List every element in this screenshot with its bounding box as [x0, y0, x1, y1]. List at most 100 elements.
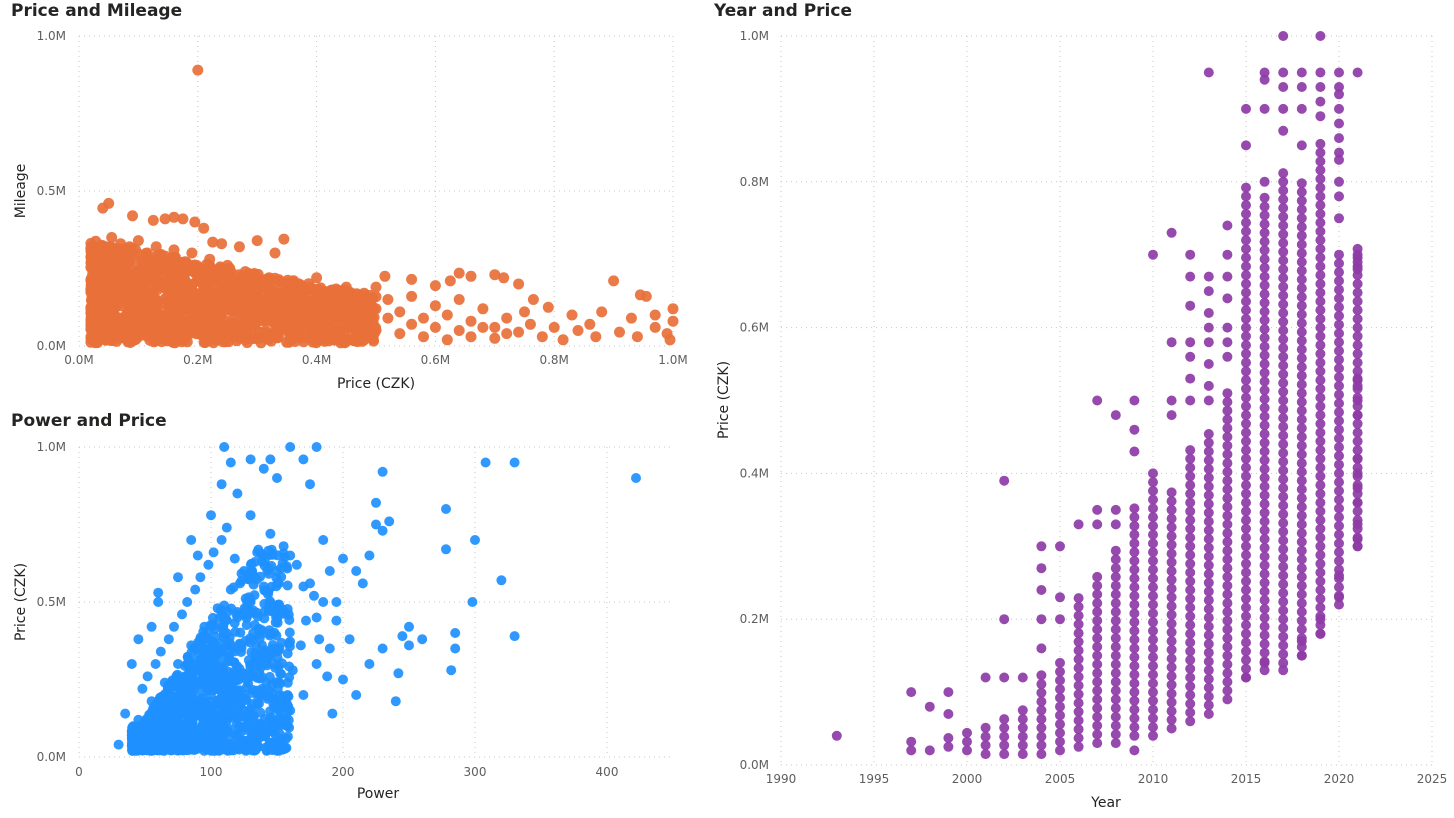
data-point	[377, 643, 388, 654]
power-price-y-axis-title: Price (CZK)	[13, 563, 29, 641]
data-point	[1092, 519, 1103, 530]
data-point	[1129, 446, 1140, 457]
data-point	[1110, 659, 1121, 670]
data-point	[1296, 353, 1307, 364]
data-point	[1073, 619, 1084, 630]
data-point	[1278, 631, 1289, 642]
data-point	[1185, 698, 1196, 709]
data-point	[1166, 539, 1177, 550]
data-point	[1259, 446, 1270, 457]
data-point	[218, 703, 228, 714]
data-point	[1241, 515, 1251, 526]
data-point	[1315, 111, 1326, 122]
data-point	[278, 541, 289, 552]
data-point	[1278, 456, 1289, 467]
data-point	[1185, 453, 1196, 464]
data-point	[1315, 270, 1326, 281]
data-point	[1222, 676, 1233, 687]
data-point	[1241, 252, 1251, 263]
data-point	[239, 266, 251, 278]
data-point	[124, 241, 135, 253]
data-point	[1259, 359, 1270, 369]
data-point	[1055, 666, 1065, 677]
data-point	[212, 603, 223, 614]
data-point	[1259, 560, 1270, 571]
x-tick-label: 1995	[859, 772, 890, 786]
data-point	[379, 270, 391, 282]
data-point	[1296, 466, 1307, 477]
price-mileage-points	[85, 64, 679, 349]
data-point	[221, 615, 232, 626]
data-point	[1334, 398, 1344, 409]
data-point	[250, 332, 262, 344]
data-point	[1203, 359, 1214, 369]
data-point	[85, 254, 97, 266]
data-point	[1315, 322, 1326, 333]
data-point	[1185, 611, 1196, 622]
data-point	[1073, 715, 1084, 726]
data-point	[1352, 410, 1363, 421]
data-point	[206, 510, 216, 521]
data-point	[324, 643, 335, 654]
data-point	[298, 690, 309, 700]
data-point	[1334, 538, 1344, 549]
data-point	[1315, 296, 1326, 307]
data-point	[153, 721, 164, 731]
data-point	[252, 720, 263, 731]
data-point	[233, 325, 245, 336]
data-point	[1315, 96, 1326, 107]
data-point	[192, 739, 203, 750]
data-point	[1259, 376, 1270, 387]
data-point	[1315, 217, 1326, 228]
data-point	[293, 306, 305, 318]
data-point	[1315, 375, 1326, 386]
data-point	[1278, 430, 1289, 441]
data-point	[215, 647, 226, 658]
data-point	[232, 488, 243, 499]
data-point	[1315, 567, 1326, 578]
x-tick-label: 0.6M	[421, 353, 450, 367]
data-point	[1296, 589, 1307, 600]
data-point	[1241, 313, 1251, 324]
data-point	[1129, 625, 1140, 636]
data-point	[1278, 334, 1289, 345]
data-point	[1148, 608, 1158, 619]
data-point	[1203, 499, 1214, 509]
data-point	[572, 325, 584, 336]
data-point	[371, 519, 381, 530]
data-point	[1241, 340, 1251, 351]
power-price-x-ticks: 0 100 200 300 400	[75, 765, 618, 779]
data-point	[1259, 103, 1270, 114]
data-point	[1185, 681, 1196, 692]
data-point	[121, 321, 132, 333]
data-point	[146, 621, 157, 632]
data-point	[596, 306, 608, 318]
data-point	[1222, 493, 1233, 504]
data-point	[231, 730, 242, 741]
data-point	[999, 722, 1010, 733]
data-point	[1036, 563, 1047, 574]
data-point	[1315, 523, 1326, 534]
data-point	[1296, 292, 1307, 302]
data-point	[1352, 534, 1363, 544]
data-point	[1203, 630, 1214, 641]
data-point	[1334, 147, 1344, 158]
data-point	[1259, 201, 1270, 212]
data-point	[1296, 327, 1307, 337]
data-point	[287, 278, 299, 290]
data-point	[1334, 485, 1344, 496]
data-point	[1334, 468, 1344, 479]
data-point	[1315, 331, 1326, 342]
data-point	[1296, 636, 1307, 647]
data-point	[1296, 475, 1307, 486]
data-point	[1334, 424, 1344, 435]
data-point	[1166, 723, 1177, 734]
data-point	[1203, 665, 1214, 676]
data-point	[1296, 344, 1307, 355]
data-point	[1017, 714, 1028, 725]
data-point	[999, 475, 1010, 486]
y-tick-label: 0.5M	[37, 595, 66, 609]
data-point	[1315, 200, 1326, 211]
data-point	[1166, 671, 1177, 682]
data-point	[1129, 695, 1140, 706]
